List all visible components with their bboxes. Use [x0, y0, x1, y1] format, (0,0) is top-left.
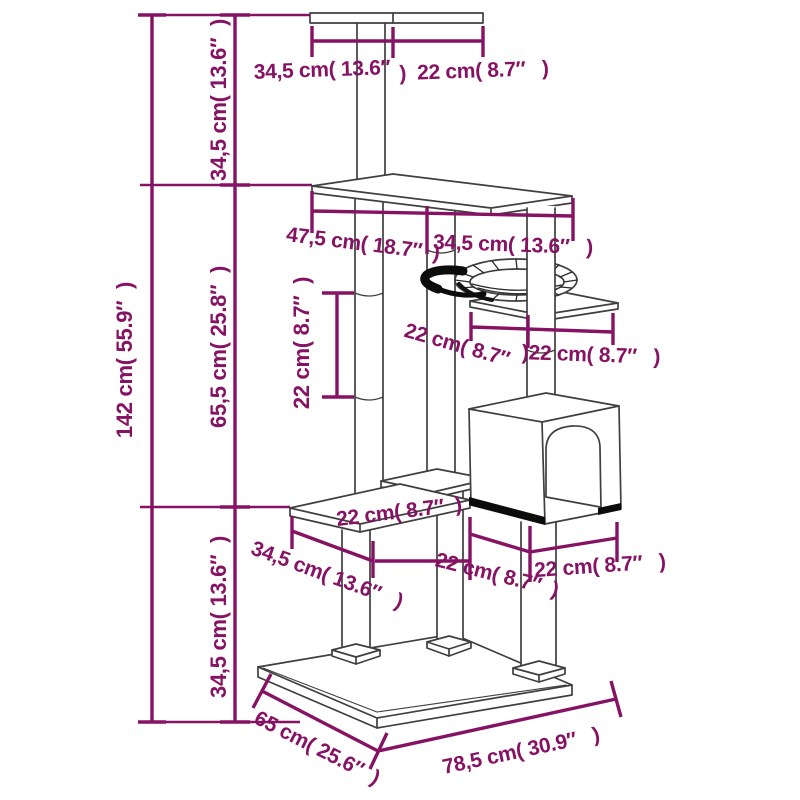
dim-label-main-width: 34,5 cm( 13.6″ ) — [432, 230, 594, 260]
dim-base-width — [377, 680, 623, 753]
dim-label-top-width: 34,5 cm( 13.6″ — [253, 56, 391, 84]
dim-total-height-line — [138, 13, 166, 724]
dim-label-segment-middle: 65,5 cm( 25.8″ ) — [206, 266, 231, 428]
dimension-lines — [138, 13, 623, 770]
dim-segments-line — [220, 13, 250, 724]
dim-top-platform — [310, 26, 485, 58]
dim-label-top-overhang: ) 22 cm( 8.7″ ) — [398, 56, 550, 86]
dim-label-pole-segment: 22 cm( 8.7″ ) — [289, 276, 314, 410]
dim-label-segment-top: 34,5 cm( 13.6″ ) — [206, 19, 231, 181]
dim-pole-bracket — [322, 291, 354, 399]
dim-house — [469, 522, 619, 582]
house-post — [526, 206, 556, 413]
mid-platform — [289, 483, 471, 533]
dim-label-perch-width: )22 cm( 8.7″ ) — [521, 341, 661, 369]
lower-posts — [331, 491, 566, 683]
house-base-trim-right — [598, 503, 621, 515]
top-platform — [309, 12, 484, 181]
dim-mid-platform — [290, 516, 472, 580]
dim-main-platform — [310, 191, 575, 254]
dim-label-segment-bottom: 34,5 cm( 13.6″ ) — [206, 536, 231, 698]
cat-house — [468, 392, 622, 525]
dim-perch — [469, 312, 615, 348]
dim-label-total-height: 142 cm( 55.9″ ) — [112, 281, 137, 439]
house-base-trim — [469, 497, 545, 525]
